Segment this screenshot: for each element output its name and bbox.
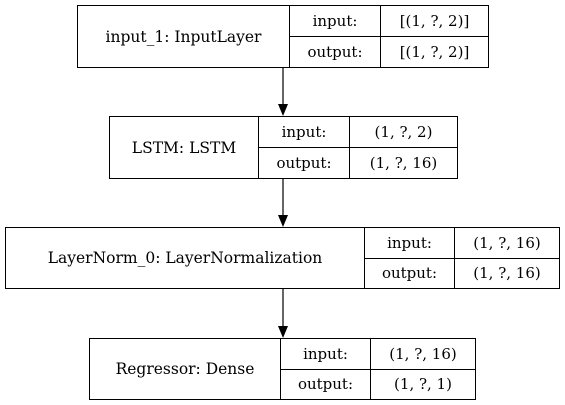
node-name: Regressor: Dense [90,339,281,399]
node-input-layer: input_1: InputLayer input: [(1, ?, 2)] o… [77,5,489,68]
output-label: output: [259,148,350,178]
input-shape: (1, ?, 16) [389,344,457,363]
node-name: LayerNorm_0: LayerNormalization [6,228,365,288]
edge-input-to-lstm [278,67,288,116]
output-label: output: [290,37,381,67]
node-name: LSTM: LSTM [110,117,259,178]
output-shape: (1, ?, 1) [394,375,452,394]
input-label: input: [365,228,455,258]
output-shape: [(1, ?, 2)] [399,43,470,61]
edge-layernorm-to-regressor [278,288,288,338]
input-shape: (1, ?, 16) [473,233,541,252]
output-label: output: [365,258,455,288]
edge-lstm-to-layernorm [278,178,288,227]
node-lstm: LSTM: LSTM input: (1, ?, 2) output: (1, … [109,116,458,179]
output-shape: (1, ?, 16) [369,154,438,172]
output-shape: (1, ?, 16) [473,264,541,283]
input-label: input: [259,117,350,147]
node-regressor: Regressor: Dense input: (1, ?, 16) outpu… [89,338,476,400]
input-shape: (1, ?, 2) [374,123,433,141]
input-shape: [(1, ?, 2)] [399,12,470,30]
node-name: input_1: InputLayer [78,6,290,67]
input-label: input: [281,339,371,369]
output-label: output: [281,369,371,399]
node-layernorm: LayerNorm_0: LayerNormalization input: (… [5,227,560,289]
input-label: input: [290,6,381,36]
